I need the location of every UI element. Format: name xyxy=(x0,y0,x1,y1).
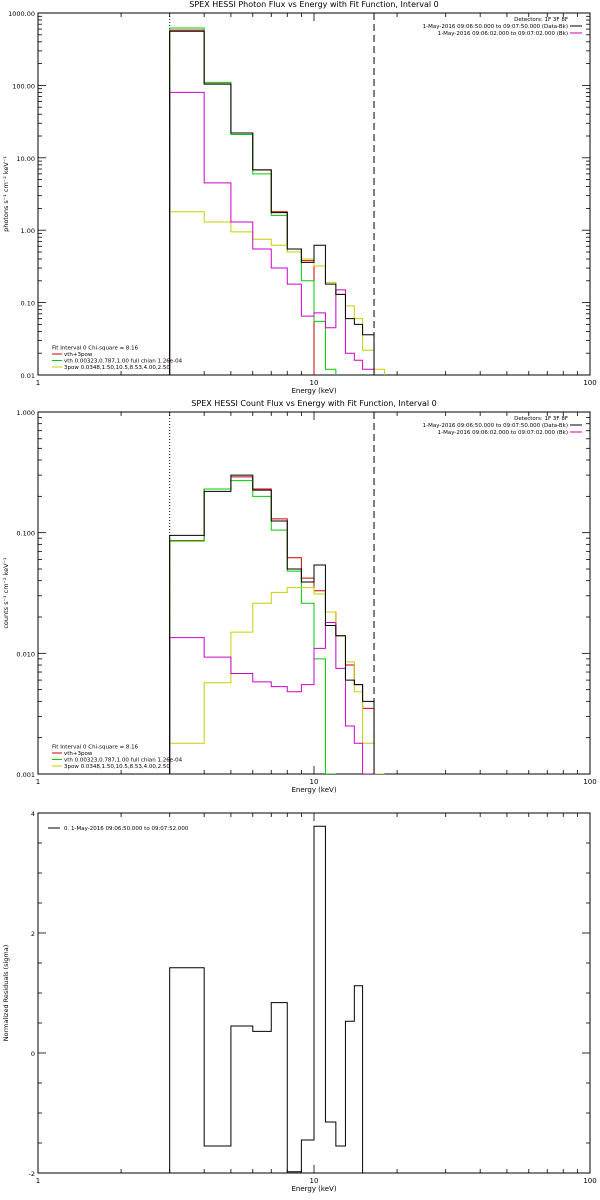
legend-top-right: Detectors: 1F 3F 8F1-May-2016 09:06:50.0… xyxy=(423,416,582,436)
series-line-4 xyxy=(169,622,375,774)
legend-top-left: 0. 1-May-2016 09:06:50.000 to 09:07:52.0… xyxy=(48,826,189,832)
series-line-3 xyxy=(169,211,385,375)
x-axis-label: Energy (keV) xyxy=(291,1185,336,1193)
series-group xyxy=(169,27,385,375)
legend-entry: 1-May-2016 09:06:02.000 to 09:07:02.000 … xyxy=(438,430,568,436)
x-tick-label: 1 xyxy=(36,379,40,387)
x-tick-label: 1 xyxy=(36,1177,40,1185)
y-tick-label: 0.100 xyxy=(16,530,35,538)
chart-panel-2: SPEX HESSI Count Flux vs Energy with Fit… xyxy=(2,399,597,794)
x-tick-label: 100 xyxy=(583,778,596,786)
series-group xyxy=(169,474,385,774)
chart-title: SPEX HESSI Count Flux vs Energy with Fit… xyxy=(191,399,436,408)
x-tick-label: 100 xyxy=(583,379,596,387)
x-tick-label: 10 xyxy=(310,379,319,387)
legend-entry: vth 0.00323,0.787,1.00 full chian 1.26e-… xyxy=(64,758,183,764)
y-tick-label: 0.10 xyxy=(21,300,35,308)
x-tick-label: 10 xyxy=(310,1177,319,1185)
x-axis-label: Energy (keV) xyxy=(291,786,336,794)
chart-panel-3: 1 10 100 Energy (keV) -2 0 2 4 Normalized Residu… xyxy=(2,810,597,1193)
legend-entry: vth+3pow xyxy=(64,352,93,358)
series-line-1 xyxy=(169,29,315,375)
y-axis-label: counts s⁻¹ cm⁻² keV⁻¹ xyxy=(2,557,10,629)
series-line-5 xyxy=(169,474,375,774)
y-tick-label: 0 xyxy=(31,1050,35,1058)
y-tick-label: 0.001 xyxy=(16,771,35,779)
y-tick-label: -2 xyxy=(29,1170,35,1178)
legend-bottom-left: Fit Interval 0 Chi-square = 8.16vth+3pow… xyxy=(52,346,183,371)
legend-entry: 1-May-2016 09:06:02.000 to 09:07:02.000 … xyxy=(438,31,568,37)
legend-entry: 3pow 0.0348,1.50,10.5,8.53,4.00,2.50 xyxy=(64,764,170,770)
y-tick-label: 1000.00 xyxy=(8,10,35,18)
legend-entry: 1-May-2016 09:06:50.000 to 09:07:50.000 … xyxy=(423,423,568,429)
y-tick-label: 1.00 xyxy=(21,227,35,235)
y-tick-label: 4 xyxy=(31,810,35,818)
chart-panel-1: SPEX HESSI Photon Flux vs Energy with Fi… xyxy=(2,0,597,395)
legend-entry: vth 0.00323,0.787,1.00 full chian 1.26e-… xyxy=(64,359,183,365)
legend-heading: Fit Interval 0 Chi-square = 8.16 xyxy=(52,745,139,751)
series-line-3 xyxy=(169,587,385,774)
legend-entry: 1-May-2016 09:06:50.000 to 09:07:50.000 … xyxy=(423,24,568,30)
series-group xyxy=(169,825,364,1173)
legend-heading: Detectors: 1F 3F 8F xyxy=(514,17,568,23)
legend-heading: Detectors: 1F 3F 8F xyxy=(514,416,568,422)
legend-entry: 3pow 0.0348,1.50,10.5,8.53,4.00,2.50 xyxy=(64,365,170,371)
legend-entry: 0. 1-May-2016 09:06:50.000 to 09:07:52.0… xyxy=(64,826,189,832)
series-line-5 xyxy=(169,30,375,375)
y-tick-label: 0.01 xyxy=(21,372,35,380)
y-tick-label: 1.000 xyxy=(16,409,35,417)
legend-bottom-left: Fit Interval 0 Chi-square = 8.16vth+3pow… xyxy=(52,745,183,770)
series-line-4 xyxy=(169,91,375,375)
y-tick-label: 0.010 xyxy=(16,650,35,658)
chart-title: SPEX HESSI Photon Flux vs Energy with Fi… xyxy=(189,0,439,9)
x-axis-label: Energy (keV) xyxy=(291,387,336,395)
y-tick-label: 10.00 xyxy=(16,155,35,163)
series-line-1 xyxy=(169,825,364,1173)
x-tick-label: 10 xyxy=(310,778,319,786)
x-tick-label: 100 xyxy=(583,1177,596,1185)
y-axis-label: Normalized Residuals (sigma) xyxy=(2,945,10,1042)
legend-top-right: Detectors: 1F 3F 8F1-May-2016 09:06:50.0… xyxy=(423,17,582,37)
x-tick-label: 1 xyxy=(36,778,40,786)
legend-entry: vth+3pow xyxy=(64,751,93,757)
y-tick-label: 2 xyxy=(31,930,35,938)
legend-heading: Fit Interval 0 Chi-square = 8.16 xyxy=(52,346,139,352)
y-axis-label: photons s⁻¹ cm⁻² keV⁻¹ xyxy=(2,156,10,232)
y-tick-label: 100.00 xyxy=(12,82,35,90)
series-line-2 xyxy=(169,27,337,375)
